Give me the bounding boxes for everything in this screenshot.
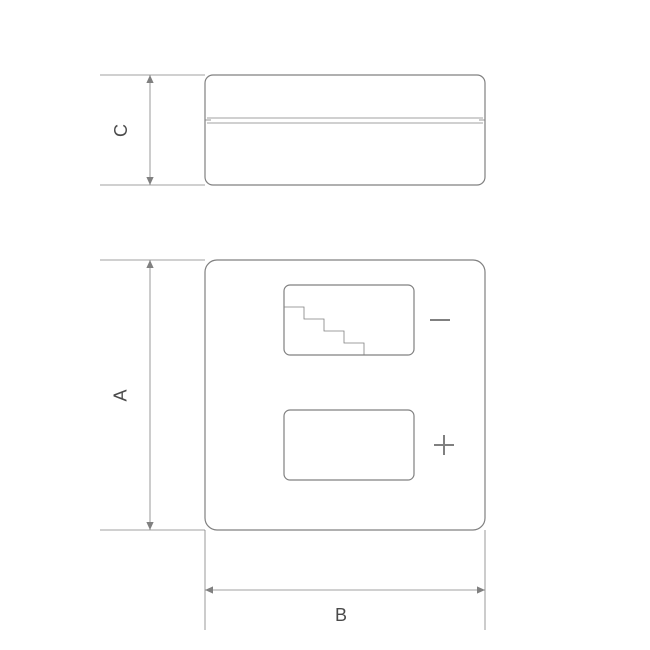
dimension-label-b: B [335,605,347,626]
top-view-outline [205,260,485,530]
minus-slot-steps [284,307,364,355]
dimension-label-c: C [111,124,132,137]
dimension-label-a: A [111,389,132,401]
minus-slot-outer [284,285,414,355]
plus-slot [284,410,414,480]
side-view-outline [205,75,485,185]
